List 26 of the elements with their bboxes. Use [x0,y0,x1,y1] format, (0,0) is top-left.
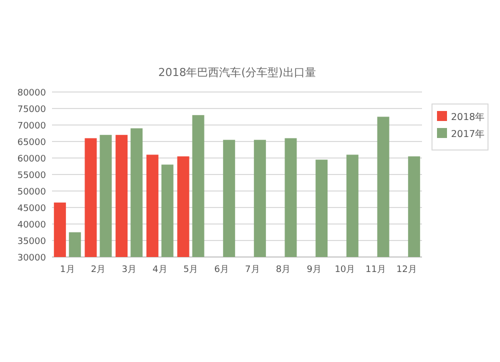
y-tick-label: 75000 [17,105,46,115]
y-tick-label: 40000 [17,220,46,230]
chart-title: 2018年巴西汽车(分车型)出口量 [158,66,316,79]
x-tick-label: 10月 [334,265,356,275]
y-tick-label: 70000 [17,122,46,132]
x-tick-label: 8月 [276,265,291,275]
x-tick-label: 5月 [183,265,198,275]
x-tick-label: 6月 [214,265,229,275]
x-tick-label: 1月 [60,265,75,275]
x-tick-label: 7月 [245,265,260,275]
x-tick-label: 11月 [366,265,386,275]
x-tick-label: 3月 [122,265,136,275]
y-tick-label: 65000 [17,138,46,148]
y-tick-label: 50000 [17,188,46,198]
x-tick-label: 4月 [152,265,168,275]
y-tick-label: 55000 [17,171,46,181]
legend-label: 2018年 [451,111,486,123]
x-tick-label: 9月 [306,265,322,275]
y-tick-label: 45000 [17,204,46,214]
legend-label: 2017年 [451,128,486,140]
x-tick-label: 2月 [90,265,106,275]
y-tick-label: 35000 [17,237,46,247]
y-tick-label: 60000 [17,154,46,164]
x-tick-label: 12月 [396,265,417,275]
y-tick-label: 30000 [17,254,46,264]
y-tick-label: 80000 [17,88,46,98]
